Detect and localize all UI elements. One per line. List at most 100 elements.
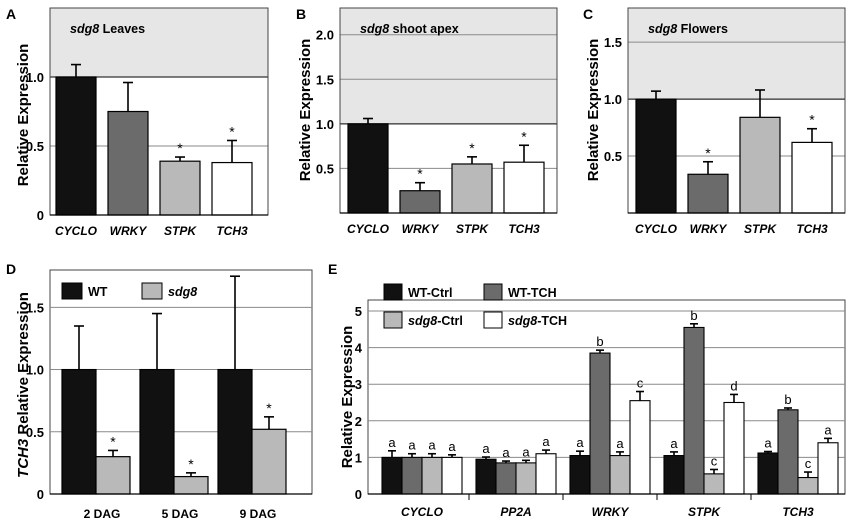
panel-D-bar-wt bbox=[217, 368, 253, 495]
panel-E-bar-wt-tch bbox=[495, 462, 517, 495]
panel-E-category-label: STPK bbox=[688, 505, 721, 519]
panel-D-ytick-label: 0.5 bbox=[26, 425, 44, 440]
panel-E-group-letter: a bbox=[408, 438, 416, 453]
panel-D-letter: D bbox=[6, 261, 16, 277]
panel-A-letter: A bbox=[6, 6, 16, 22]
panel-A-ytick-label: 0.5 bbox=[26, 139, 44, 154]
panel-B-significance-mark: * bbox=[417, 166, 423, 182]
panel-E-bar-wt-ctrl bbox=[381, 456, 403, 495]
panel-E-bar-sdg8-ctrl bbox=[515, 462, 537, 495]
panel-A-ylabel: Relative Expression bbox=[15, 44, 32, 187]
panel-E-bar-sdg8-tch bbox=[535, 453, 557, 495]
panel-E-category-label: CYCLO bbox=[401, 505, 444, 519]
panel-B-significance-mark: * bbox=[521, 128, 527, 144]
panel-E-group-letter: a bbox=[616, 436, 624, 451]
panel-E-ylabel: Relative Expression bbox=[339, 326, 356, 469]
panel-D-legend-swatch-wt bbox=[61, 282, 83, 300]
panel-B-bar-cyclo bbox=[347, 123, 389, 214]
panel-D-bar-sdg8 bbox=[251, 428, 287, 495]
panel-A-ytick-label: 0 bbox=[37, 208, 44, 223]
panel-B-category-label: WRKY bbox=[402, 222, 440, 236]
panel-E-group-letter: a bbox=[448, 439, 456, 454]
panel-D-category-label: 2 DAG bbox=[84, 507, 121, 521]
panel-E-bar-sdg8-ctrl bbox=[609, 455, 631, 495]
panel-E-group-letter: a bbox=[482, 441, 490, 456]
panel-B-letter: B bbox=[296, 6, 306, 22]
panel-E-ytick-label: 2 bbox=[355, 414, 362, 429]
panel-E-bar-sdg8-tch bbox=[817, 442, 839, 495]
panel-E-group-letter: b bbox=[596, 334, 603, 349]
panel-E-category-label: TCH3 bbox=[782, 505, 814, 519]
panel-C-significance-mark: * bbox=[705, 145, 711, 161]
panel-C-ytick-label: 0.5 bbox=[604, 149, 622, 164]
panel-A-significance-mark: * bbox=[229, 123, 235, 139]
panel-E-bar-sdg8-ctrl bbox=[797, 476, 819, 495]
panel-E-legend-swatch bbox=[383, 311, 403, 329]
panel-A-category-label: TCH3 bbox=[216, 224, 248, 238]
panel-E-legend-swatch bbox=[483, 311, 503, 329]
panel-D-bar-sdg8 bbox=[95, 456, 131, 495]
panel-E-group-letter: b bbox=[784, 392, 791, 407]
panel-A-bar-tch3 bbox=[211, 161, 253, 216]
panel-E-bar-wt-tch bbox=[683, 326, 705, 495]
panel-E-legend-label: WT-Ctrl bbox=[408, 286, 452, 300]
panel-C-ytick-label: 1.5 bbox=[604, 35, 622, 50]
panel-C-category-label: CYCLO bbox=[635, 222, 678, 236]
panel-B-bar-stpk bbox=[451, 163, 493, 214]
panel-C-category-label: STPK bbox=[744, 222, 777, 236]
panel-C-title: sdg8 Flowers bbox=[648, 22, 728, 36]
panel-E-bar-sdg8-ctrl bbox=[421, 456, 443, 495]
panel-A-significance-mark: * bbox=[177, 140, 183, 156]
panel-B-ytick-label: 2.0 bbox=[316, 28, 334, 43]
panel-E-group-letter: a bbox=[542, 434, 550, 449]
panel-D-significance-mark: * bbox=[110, 433, 116, 449]
panel-B-shaded-region bbox=[340, 8, 557, 124]
panel-A-category-label: STPK bbox=[164, 224, 197, 238]
panel-C-bar-cyclo bbox=[635, 98, 677, 214]
panel-B-ytick-label: 0.5 bbox=[316, 161, 334, 176]
panel-E-group-letter: a bbox=[388, 435, 396, 450]
panel-E-bar-sdg8-tch bbox=[441, 456, 463, 495]
panel-E-group-letter: a bbox=[428, 438, 436, 453]
panel-E-group-letter: a bbox=[576, 435, 584, 450]
panel-B-bar-wrky bbox=[399, 190, 441, 214]
panel-D-ylabel: TCH3 Relative Expression bbox=[15, 292, 32, 478]
panel-E-category-label: PP2A bbox=[500, 505, 531, 519]
panel-A-bar-wrky bbox=[107, 110, 149, 216]
panel-B-category-label: CYCLO bbox=[347, 222, 390, 236]
panel-E-group-letter: b bbox=[690, 308, 697, 323]
panel-C-shaded-region bbox=[628, 8, 845, 100]
panel-C-letter: C bbox=[583, 6, 593, 22]
panel-E-bar-wt-ctrl bbox=[475, 458, 497, 495]
panel-E-bar-wt-tch bbox=[777, 409, 799, 495]
panel-B-category-label: TCH3 bbox=[508, 222, 540, 236]
panel-A-title: sdg8 Leaves bbox=[70, 22, 145, 36]
panel-E-group-letter: c bbox=[711, 453, 718, 468]
panel-E-bar-sdg8-ctrl bbox=[703, 473, 725, 495]
panel-B-category-label: STPK bbox=[456, 222, 489, 236]
panel-E-ytick-label: 1 bbox=[355, 450, 362, 465]
panel-A-shaded-region bbox=[50, 8, 268, 77]
panel-E-group-letter: a bbox=[670, 436, 678, 451]
panel-D-legend-swatch-sdg8 bbox=[141, 282, 163, 300]
panel-D-ytick-label: 1.0 bbox=[26, 363, 44, 378]
panel-C-category-label: TCH3 bbox=[796, 222, 828, 236]
panel-E-group-letter: a bbox=[522, 444, 530, 459]
panel-D-legend-label-wt: WT bbox=[88, 285, 108, 299]
panel-E-legend-label: WT-TCH bbox=[508, 286, 557, 300]
panel-E-group-letter: a bbox=[824, 422, 832, 437]
panel-E-bar-sdg8-tch bbox=[723, 401, 745, 495]
panel-E-ytick-label: 4 bbox=[355, 341, 363, 356]
panel-C-ytick-label: 1.0 bbox=[604, 92, 622, 107]
panel-A-ytick-label: 1.0 bbox=[26, 70, 44, 85]
panel-D-legend-label-sdg8: sdg8 bbox=[168, 285, 197, 299]
panel-E-group-letter: a bbox=[502, 445, 510, 460]
panel-D-bar-sdg8 bbox=[173, 475, 209, 495]
panel-E-ytick-label: 5 bbox=[355, 304, 362, 319]
panel-E-bar-wt-ctrl bbox=[663, 455, 685, 495]
panel-B-ytick-label: 1.5 bbox=[316, 72, 334, 87]
panel-A-bar-cyclo bbox=[55, 76, 97, 216]
panel-E-ytick-label: 3 bbox=[355, 377, 362, 392]
panel-D-ytick-label: 0 bbox=[37, 487, 44, 502]
